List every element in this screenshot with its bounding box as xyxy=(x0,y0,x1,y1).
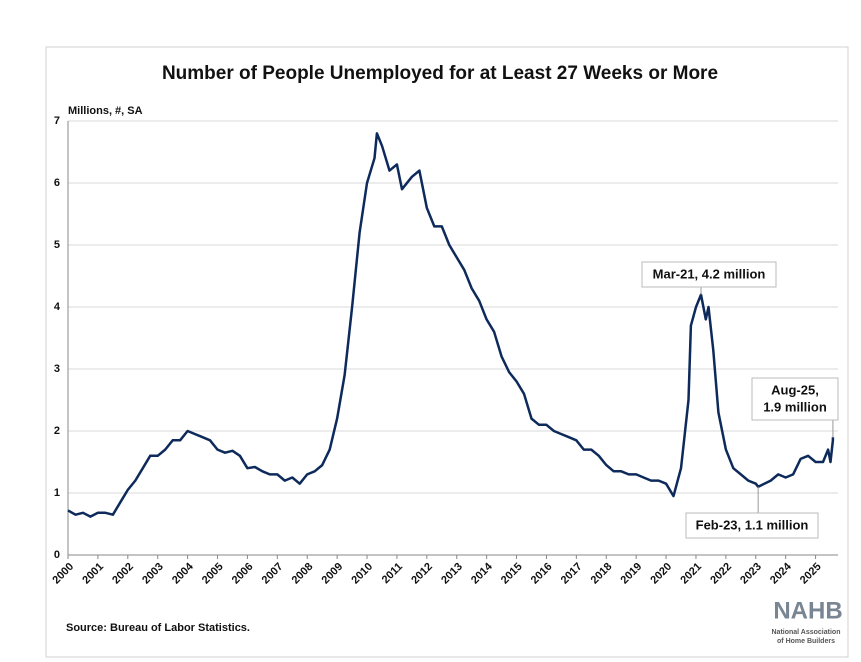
x-tick-label: 2013 xyxy=(439,561,465,587)
y-tick-label: 1 xyxy=(54,487,60,499)
x-tick-label: 2023 xyxy=(738,561,764,587)
annotation-text: Aug-25, xyxy=(771,382,819,397)
x-tick-label: 2022 xyxy=(708,561,734,587)
x-tick-label: 2001 xyxy=(80,561,106,587)
x-tick-label: 2010 xyxy=(349,561,375,587)
x-tick-label: 2017 xyxy=(559,561,585,587)
x-tick-label: 2003 xyxy=(140,561,166,587)
chart-frame xyxy=(45,46,849,658)
x-tick-label: 2024 xyxy=(768,560,794,586)
y-tick-label: 3 xyxy=(54,363,60,375)
x-tick-label: 2004 xyxy=(170,560,196,586)
x-tick-label: 2002 xyxy=(110,561,136,587)
y-tick-label: 2 xyxy=(54,425,60,437)
annotation-text: 1.9 million xyxy=(763,399,827,414)
x-tick-label: 2012 xyxy=(409,561,435,587)
annotation-box xyxy=(641,261,777,288)
logo: NAHB xyxy=(773,597,842,624)
x-tick-label: 2016 xyxy=(529,561,555,587)
x-tick-label: 2008 xyxy=(290,561,316,587)
x-tick-label: 2009 xyxy=(320,561,346,587)
x-tick-label: 2014 xyxy=(469,560,495,586)
data-line xyxy=(67,132,835,518)
x-tick-label: 2021 xyxy=(678,561,704,587)
x-tick-label: 2020 xyxy=(648,561,674,587)
chart-title: Number of People Unemployed for at Least… xyxy=(162,63,718,84)
annotation-text: Mar-21, 4.2 million xyxy=(653,266,766,281)
x-tick-label: 2007 xyxy=(260,561,286,587)
y-tick-label: 4 xyxy=(54,301,61,313)
y-tick-label: 5 xyxy=(54,239,60,251)
x-tick-label: 2006 xyxy=(230,561,256,587)
x-tick-label: 2019 xyxy=(619,561,645,587)
y-axis-label: Millions, #, SA xyxy=(68,105,143,117)
x-tick-label: 2015 xyxy=(499,561,525,587)
y-tick-label: 0 xyxy=(54,549,60,561)
logo-subtitle: National Association xyxy=(772,629,841,636)
annotation-text: Feb-23, 1.1 million xyxy=(696,517,809,532)
y-tick-label: 6 xyxy=(54,177,60,189)
x-tick-label: 2011 xyxy=(380,561,405,586)
x-tick-label: 2018 xyxy=(589,561,615,587)
x-tick-label: 2025 xyxy=(798,561,824,587)
annotation-box xyxy=(751,377,839,421)
y-tick-label: 7 xyxy=(54,115,60,127)
source: Source: Bureau of Labor Statistics. xyxy=(66,622,250,634)
x-tick-label: 2005 xyxy=(200,561,226,587)
logo-subtitle: of Home Builders xyxy=(777,638,835,645)
annotation-box xyxy=(685,512,819,539)
x-tick-label: 2000 xyxy=(50,561,76,587)
